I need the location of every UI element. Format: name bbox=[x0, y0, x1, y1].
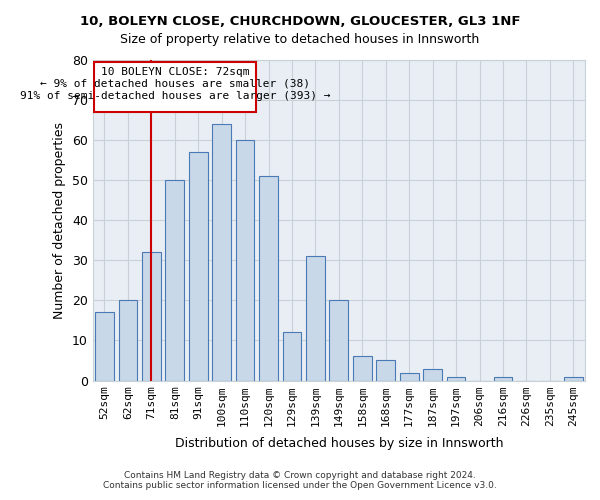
Bar bbox=[353, 356, 371, 380]
Bar bbox=[166, 180, 184, 380]
Bar bbox=[142, 252, 161, 380]
Bar bbox=[564, 376, 583, 380]
Bar bbox=[400, 372, 419, 380]
Bar bbox=[212, 124, 231, 380]
Bar bbox=[494, 376, 512, 380]
Text: 10, BOLEYN CLOSE, CHURCHDOWN, GLOUCESTER, GL3 1NF: 10, BOLEYN CLOSE, CHURCHDOWN, GLOUCESTER… bbox=[80, 15, 520, 28]
Bar bbox=[376, 360, 395, 380]
Text: 10 BOLEYN CLOSE: 72sqm: 10 BOLEYN CLOSE: 72sqm bbox=[101, 67, 249, 77]
Text: Contains HM Land Registry data © Crown copyright and database right 2024.
Contai: Contains HM Land Registry data © Crown c… bbox=[103, 470, 497, 490]
Bar bbox=[259, 176, 278, 380]
Bar bbox=[447, 376, 466, 380]
Y-axis label: Number of detached properties: Number of detached properties bbox=[53, 122, 67, 319]
Bar bbox=[283, 332, 301, 380]
Bar bbox=[95, 312, 114, 380]
Text: Size of property relative to detached houses in Innsworth: Size of property relative to detached ho… bbox=[121, 32, 479, 46]
Bar bbox=[423, 368, 442, 380]
X-axis label: Distribution of detached houses by size in Innsworth: Distribution of detached houses by size … bbox=[175, 437, 503, 450]
Bar bbox=[236, 140, 254, 380]
Bar bbox=[189, 152, 208, 380]
Bar bbox=[306, 256, 325, 380]
Bar bbox=[329, 300, 348, 380]
FancyBboxPatch shape bbox=[94, 62, 256, 112]
Text: ← 9% of detached houses are smaller (38): ← 9% of detached houses are smaller (38) bbox=[40, 79, 310, 89]
Bar bbox=[119, 300, 137, 380]
Text: 91% of semi-detached houses are larger (393) →: 91% of semi-detached houses are larger (… bbox=[20, 92, 330, 102]
